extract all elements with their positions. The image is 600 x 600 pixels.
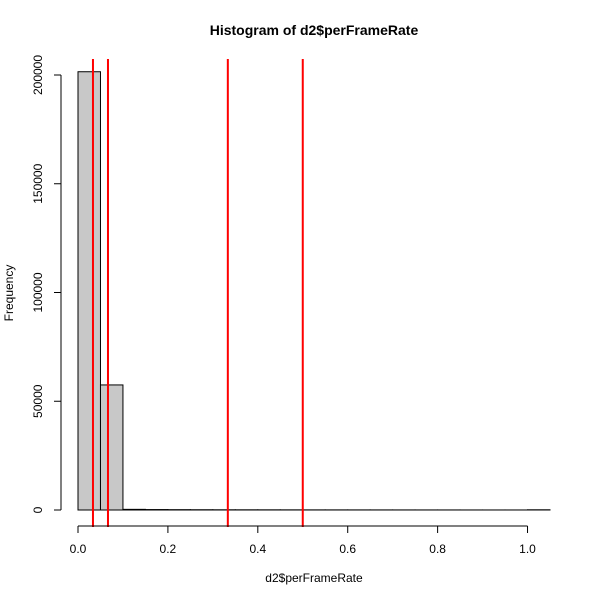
y-axis-label: Frequency	[2, 265, 16, 322]
y-tick-label-1: 50000	[31, 384, 45, 418]
y-tick-label-0: 0	[31, 506, 45, 513]
histogram-bar-2	[122, 508, 146, 511]
x-tick-label-4: 0.8	[429, 542, 446, 556]
x-tick-label-1: 0.2	[160, 542, 177, 556]
histogram-bar-1	[99, 384, 124, 511]
x-tick-label-2: 0.4	[249, 542, 266, 556]
x-tick-label-5: 1.0	[519, 542, 536, 556]
chart-title: Histogram of d2$perFrameRate	[210, 22, 419, 38]
x-tick-label-0: 0.0	[70, 542, 87, 556]
x-axis-label: d2$perFrameRate	[265, 571, 363, 585]
y-tick-label-4: 200000	[31, 55, 45, 95]
y-axis: 0 50000 100000 150000 200000	[31, 55, 62, 513]
y-tick-label-2: 100000	[31, 272, 45, 312]
bars-group	[77, 71, 551, 511]
histogram-bar-0	[77, 71, 101, 511]
reference-lines-group	[91, 59, 304, 527]
x-axis: 0.0 0.2 0.4 0.6 0.8 1.0	[70, 525, 536, 556]
y-tick-label-3: 150000	[31, 163, 45, 203]
x-tick-label-3: 0.6	[339, 542, 356, 556]
